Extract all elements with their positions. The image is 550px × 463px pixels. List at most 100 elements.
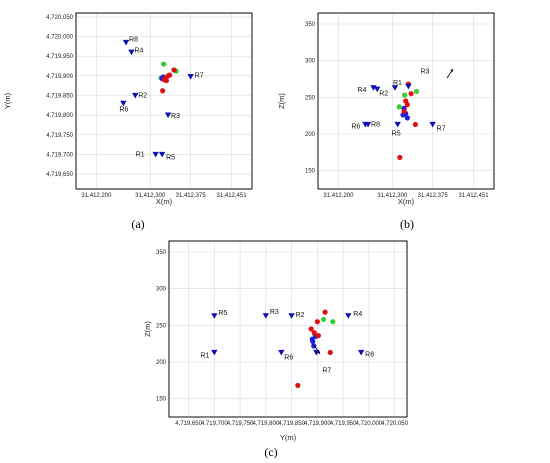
r7-arrow-head: [317, 351, 320, 354]
panel-label: (b): [400, 217, 414, 231]
x-tick-label: 31,412,375: [418, 193, 449, 199]
receiver-label: R3: [420, 68, 429, 75]
x-axis-label: X(m): [398, 197, 415, 206]
receiver-label: R8: [129, 36, 138, 43]
receiver-label: R5: [218, 310, 227, 317]
y-tick-label: 4,720,050: [46, 15, 73, 21]
y-tick-label: 4,719,850: [46, 94, 73, 100]
x-tick-label: 4,720,050: [381, 421, 408, 427]
plot-frame: [75, 12, 253, 190]
event-point: [314, 319, 320, 325]
receiver-marker: [429, 121, 436, 128]
event-point: [160, 88, 166, 94]
event-point: [311, 330, 317, 336]
event-point: [404, 102, 410, 108]
receiver-label: R1: [393, 80, 402, 87]
plot-area: [75, 12, 253, 190]
y-tick-label: 200: [305, 132, 316, 138]
receiver-label: R7: [437, 125, 446, 132]
event-point: [167, 72, 173, 78]
x-tick-label: 31,412,200: [323, 193, 354, 199]
receiver-marker: [211, 313, 218, 319]
y-tick-label: 150: [156, 397, 167, 403]
receiver-marker: [128, 49, 135, 56]
receiver-label: R6: [351, 123, 360, 130]
y-tick-label: 4,719,950: [46, 54, 73, 60]
y-axis-label: Z(m): [143, 321, 152, 337]
x-tick-label: 31,412,451: [459, 193, 490, 199]
receiver-marker: [374, 86, 381, 93]
event-point: [397, 154, 403, 161]
x-axis-label: X(m): [156, 197, 173, 206]
x-tick-label: 31,412,451: [217, 193, 248, 199]
x-tick-label: 4,720,000: [356, 421, 383, 427]
event-point: [322, 309, 328, 315]
receiver-label: R2: [138, 93, 147, 100]
receiver-label: R1: [200, 352, 209, 359]
x-tick-label: 31,412,300: [135, 193, 166, 199]
x-tick-label: 4,719,700: [201, 421, 228, 427]
r3-arrow-head: [450, 69, 453, 72]
receiver-marker: [288, 313, 295, 319]
plot-area: [168, 240, 408, 418]
y-tick-label: 4,720,000: [46, 35, 73, 41]
x-tick-label: 31,412,200: [81, 193, 112, 199]
x-tick-label: 4,719,800: [252, 421, 279, 427]
event-point: [161, 61, 167, 67]
receiver-label: R7: [195, 73, 204, 80]
event-point: [171, 67, 177, 73]
x-tick-label: 31,412,375: [176, 193, 207, 199]
receiver-marker: [357, 349, 365, 356]
event-point: [295, 382, 301, 389]
receiver-label: R3: [171, 113, 180, 120]
x-tick-label: 31,412,300: [377, 193, 408, 199]
event-point: [320, 316, 327, 323]
receiver-label: R5: [392, 130, 401, 137]
receiver-label: R2: [296, 312, 305, 319]
y-tick-label: 150: [305, 169, 316, 175]
receiver-marker: [211, 349, 218, 356]
event-point: [309, 336, 315, 342]
receiver-marker: [164, 112, 172, 119]
y-tick-label: 350: [156, 250, 167, 256]
y-tick-label: 200: [156, 360, 167, 366]
receiver-marker: [122, 39, 130, 46]
receiver-marker: [158, 151, 166, 158]
receiver-marker: [132, 92, 139, 99]
chart-panel-2: 31,412,200 31,412,300 31,412,375 31,412,451…: [277, 12, 495, 231]
receiver-marker: [370, 85, 377, 91]
receiver-marker: [364, 121, 372, 128]
receiver-label: R8: [365, 351, 374, 358]
event-point: [408, 91, 414, 97]
y-tick-label: 300: [156, 287, 167, 293]
receiver-label: R2: [379, 90, 388, 97]
y-tick-label: 250: [305, 95, 316, 101]
receiver-marker: [394, 121, 401, 128]
receiver-marker: [278, 349, 285, 356]
receiver-label: R4: [357, 87, 366, 94]
receiver-label: R3: [270, 309, 279, 316]
receiver-marker: [187, 74, 194, 80]
event-point: [402, 92, 408, 98]
receiver-marker: [405, 83, 412, 90]
event-point: [308, 326, 314, 332]
plot-frame: [317, 12, 495, 190]
event-point: [327, 349, 333, 356]
y-tick-label: 4,719,900: [46, 74, 73, 80]
event-point: [315, 333, 321, 339]
receiver-label: R4: [353, 311, 362, 318]
receiver-marker: [391, 85, 399, 91]
x-tick-label: 4,719,950: [330, 421, 357, 427]
event-point: [162, 75, 168, 81]
event-point: [404, 115, 410, 121]
event-point: [413, 88, 420, 95]
receiver-label: R6: [119, 106, 128, 113]
y-tick-label: 4,719,650: [46, 172, 73, 178]
y-axis-label: Z(m): [277, 93, 286, 109]
receiver-label: R6: [284, 354, 293, 361]
x-tick-label: 4,719,850: [278, 421, 305, 427]
panel-label: (c): [264, 445, 277, 459]
receiver-label: R5: [166, 154, 175, 161]
event-point: [330, 319, 336, 325]
